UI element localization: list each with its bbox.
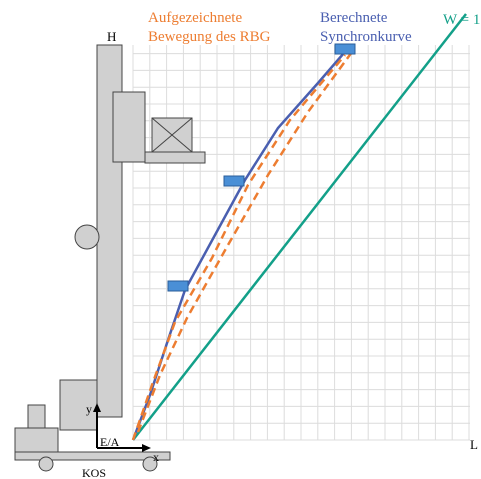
drive [15, 428, 58, 452]
label-x: x [153, 450, 159, 464]
label-origin: E/A [100, 435, 120, 449]
computed-label: Berechnete [320, 10, 388, 26]
marker [168, 281, 188, 291]
wheel [39, 457, 53, 471]
recorded-label: Aufgezeichnete [148, 10, 242, 26]
label-frame: KOS [82, 466, 106, 479]
label-l: L [470, 437, 478, 452]
computed-label: Synchronkurve [320, 29, 412, 45]
grid [133, 45, 470, 440]
marker [224, 176, 244, 186]
marker [335, 44, 355, 54]
fork [145, 152, 205, 163]
label-y: y [86, 402, 92, 416]
diagram: H Aufgezeichnete Bewegung des RBG Berech… [0, 0, 481, 479]
ratio-label: W = 1 [443, 12, 480, 28]
label-h: H [107, 29, 116, 44]
pulley [75, 225, 99, 249]
x-arrowhead [142, 444, 151, 452]
drive-box [28, 405, 45, 428]
carriage [113, 92, 145, 162]
recorded-label: Bewegung des RBG [148, 29, 271, 45]
recorded-curve [138, 52, 352, 432]
crate [152, 118, 192, 152]
recorded-curve [133, 55, 345, 440]
